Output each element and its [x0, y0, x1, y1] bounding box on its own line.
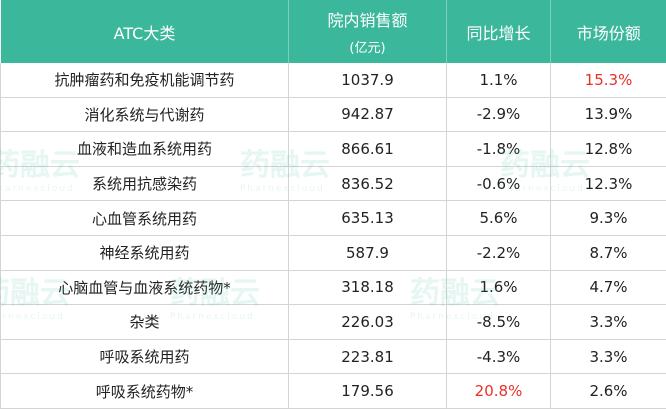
header-text: 院内销售额 [327, 11, 408, 30]
table-cell: 抗肿瘤药和免疫机能调节药 [0, 63, 289, 98]
table-cell: 12.8% [550, 131, 666, 167]
table-row: 抗肿瘤药和免疫机能调节药 1037.9 1.1% 15.3% [0, 63, 666, 98]
table-row: 系统用抗感染药 836.52 -0.6% 12.3% [0, 166, 666, 202]
table-cell: 942.87 [288, 97, 447, 133]
table-cell: 20.8% [446, 373, 551, 409]
table-row: 呼吸系统用药 223.81 -4.3% 3.3% [0, 339, 666, 375]
table-cell: 杂类 [0, 304, 289, 340]
table-cell: 5.6% [446, 200, 551, 236]
header-cell: 市场份额 [550, 0, 666, 63]
table-cell: 226.03 [288, 304, 447, 340]
table-cell: -1.8% [446, 131, 551, 167]
table-cell: 866.61 [288, 131, 447, 167]
table-cell: 15.3% [550, 63, 666, 98]
table-cell: 3.3% [550, 339, 666, 375]
table-cell: -2.9% [446, 97, 551, 133]
header-cell: 同比增长 [446, 0, 551, 63]
table-cell: 12.3% [550, 166, 666, 202]
table-row: 杂类 226.03 -8.5% 3.3% [0, 304, 666, 340]
table-cell: 心脑血管与血液系统药物* [0, 270, 289, 306]
table-cell: 心血管系统用药 [0, 200, 289, 236]
header-cell: 院内销售额 (亿元) [288, 0, 447, 63]
table-cell: 179.56 [288, 373, 447, 409]
header-unit: (亿元) [349, 41, 386, 56]
table-row: 神经系统用药 587.9 -2.2% 8.7% [0, 235, 666, 271]
table-cell: 血液和造血系统用药 [0, 131, 289, 167]
header-row: ATC大类 院内销售额 (亿元) 同比增长 市场份额 [0, 0, 666, 63]
table-cell: -0.6% [446, 166, 551, 202]
table-cell: 1.6% [446, 270, 551, 306]
table-cell: 1.1% [446, 63, 551, 98]
table-cell: 13.9% [550, 97, 666, 133]
table-cell: 318.18 [288, 270, 447, 306]
table-cell: 2.6% [550, 373, 666, 409]
table-row: 心脑血管与血液系统药物* 318.18 1.6% 4.7% [0, 270, 666, 306]
table-cell: 1037.9 [288, 63, 447, 98]
table-cell: -4.3% [446, 339, 551, 375]
table-cell: 呼吸系统药物* [0, 373, 289, 409]
table-row: 呼吸系统药物* 179.56 20.8% 2.6% [0, 373, 666, 409]
table-cell: 消化系统与代谢药 [0, 97, 289, 133]
table-cell: 神经系统用药 [0, 235, 289, 271]
table-cell: 635.13 [288, 200, 447, 236]
table-cell: 呼吸系统用药 [0, 339, 289, 375]
table-row: 血液和造血系统用药 866.61 -1.8% 12.8% [0, 131, 666, 167]
table-cell: -8.5% [446, 304, 551, 340]
table-cell: 4.7% [550, 270, 666, 306]
table-cell: 587.9 [288, 235, 447, 271]
table-row: 心血管系统用药 635.13 5.6% 9.3% [0, 200, 666, 236]
table-row: 消化系统与代谢药 942.87 -2.9% 13.9% [0, 97, 666, 133]
table-cell: 系统用抗感染药 [0, 166, 289, 202]
header-cell: ATC大类 [0, 0, 289, 63]
table-cell: 3.3% [550, 304, 666, 340]
table-body: 抗肿瘤药和免疫机能调节药 1037.9 1.1% 15.3% 消化系统与代谢药 942.8… [0, 63, 666, 409]
table-cell: 9.3% [550, 200, 666, 236]
table-cell: 836.52 [288, 166, 447, 202]
table-cell: 8.7% [550, 235, 666, 271]
table-cell: -2.2% [446, 235, 551, 271]
table-cell: 223.81 [288, 339, 447, 375]
